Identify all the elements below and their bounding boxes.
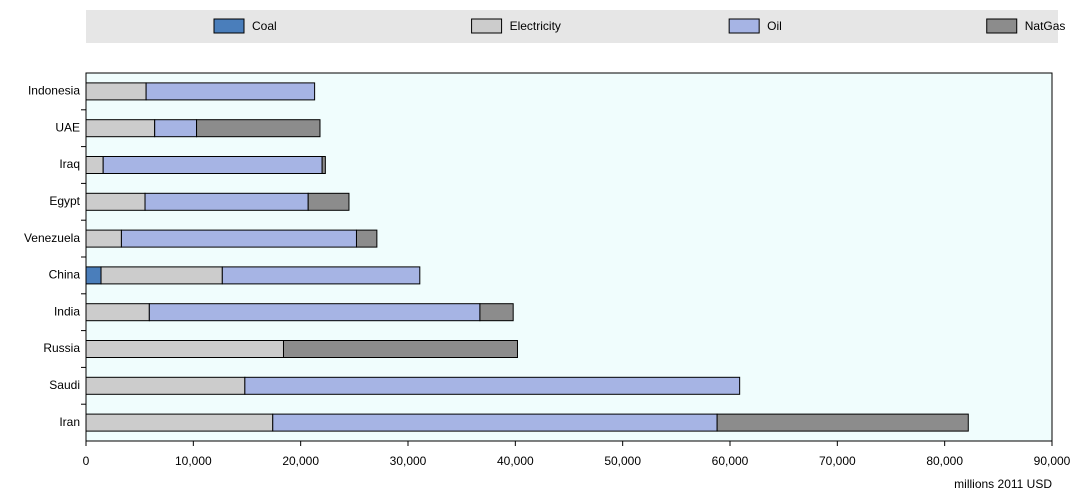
- x-tick-label: 80,000: [926, 454, 963, 468]
- bar-segment: [120, 229, 357, 248]
- bar-segment: [307, 192, 350, 211]
- bar-segment: [85, 303, 150, 322]
- bar-segment: [355, 229, 378, 248]
- y-tick-label: Iraq: [59, 157, 80, 171]
- bar-segment: [85, 413, 274, 432]
- bar-segment: [145, 82, 316, 101]
- bar-segment: [85, 192, 146, 211]
- bar-segment: [85, 266, 102, 285]
- bar-segment: [716, 413, 969, 432]
- bar-segment: [85, 340, 284, 358]
- legend-label: Electricity: [510, 19, 561, 33]
- legend-label: Oil: [767, 19, 782, 33]
- y-tick-label: Indonesia: [28, 84, 80, 98]
- y-tick-label: Venezuela: [24, 231, 80, 245]
- bar-segment: [102, 156, 323, 174]
- y-tick-label: India: [54, 304, 80, 318]
- bar-segment: [144, 192, 309, 211]
- legend-label: Coal: [252, 19, 277, 33]
- bar-segment: [154, 119, 198, 138]
- bar-segment: [244, 376, 741, 395]
- y-tick-label: Egypt: [49, 194, 80, 208]
- bar-segment: [85, 82, 147, 101]
- x-tick-label: 20,000: [282, 454, 319, 468]
- y-tick-label: Iran: [59, 415, 80, 429]
- bar-segment: [272, 413, 718, 432]
- y-tick-label: UAE: [55, 120, 80, 134]
- x-tick-label: 10,000: [175, 454, 212, 468]
- x-tick-label: 50,000: [604, 454, 641, 468]
- bar-segment: [85, 156, 104, 174]
- y-tick-label: Russia: [43, 341, 80, 355]
- bar-segment: [85, 229, 122, 248]
- bar-segment: [85, 376, 246, 395]
- bar-segment: [196, 119, 321, 138]
- y-tick-label: China: [49, 268, 81, 282]
- x-axis-label: millions 2011 USD: [954, 477, 1052, 491]
- x-tick-label: 60,000: [712, 454, 749, 468]
- legend-background: [86, 10, 1058, 43]
- x-tick-label: 0: [83, 454, 90, 468]
- x-tick-label: 30,000: [390, 454, 427, 468]
- bar-segment: [148, 303, 481, 322]
- bar-segment: [321, 156, 326, 174]
- y-tick-label: Saudi: [49, 378, 80, 392]
- x-tick-label: 70,000: [819, 454, 856, 468]
- x-tick-label: 90,000: [1034, 454, 1071, 468]
- bar-segment: [282, 340, 518, 358]
- bar-segment: [221, 266, 421, 285]
- x-tick-label: 40,000: [497, 454, 534, 468]
- legend-swatch: [728, 18, 760, 34]
- legend-swatch: [986, 18, 1018, 34]
- legend-label: NatGas: [1025, 19, 1066, 33]
- bar-segment: [479, 303, 514, 322]
- bar-segment: [85, 119, 156, 138]
- legend-swatch: [471, 18, 503, 34]
- legend-swatch: [213, 18, 245, 34]
- bar-segment: [100, 266, 223, 285]
